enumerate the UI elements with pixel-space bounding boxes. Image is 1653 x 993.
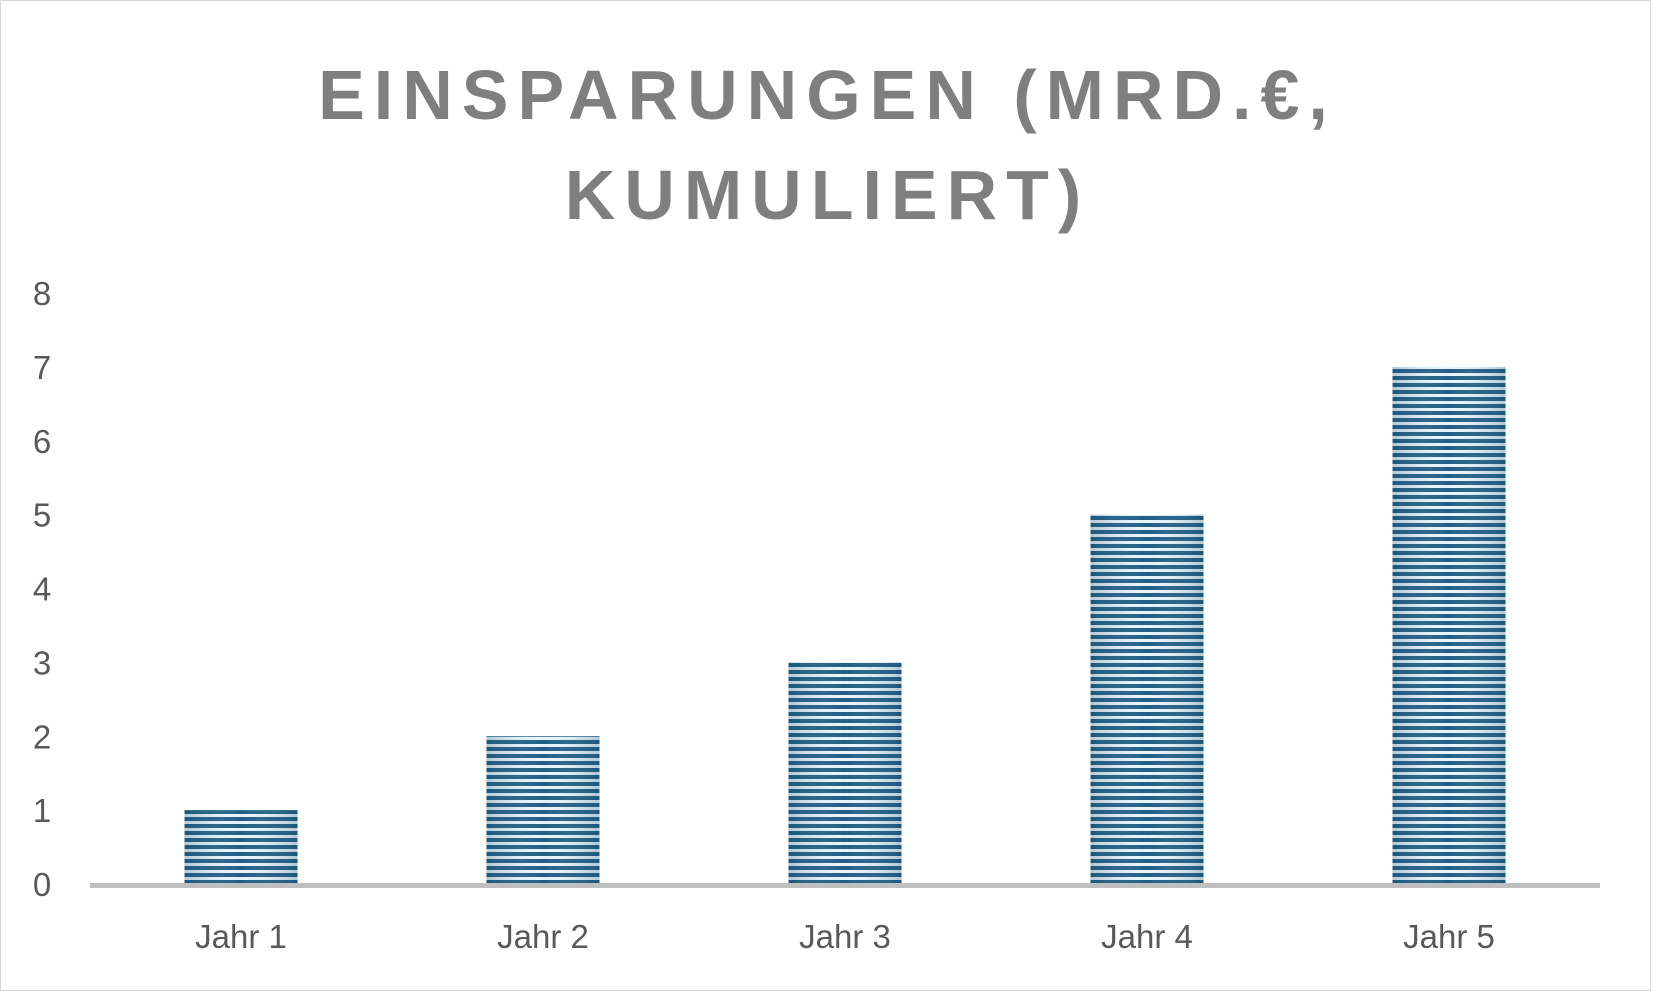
x-tick-label: Jahr 2 <box>497 918 589 955</box>
chart-title: Einsparungen (Mrd.€, kumuliert) <box>1 45 1653 245</box>
y-tick-label: 5 <box>33 497 51 534</box>
y-tick-label: 2 <box>33 718 51 755</box>
y-tick-label: 6 <box>33 423 51 460</box>
chart-title-line-1: Einsparungen (Mrd.€, <box>318 56 1337 134</box>
y-tick-label: 8 <box>33 275 51 312</box>
y-tick-label: 3 <box>33 644 51 681</box>
y-tick-label: 4 <box>33 571 51 608</box>
bar-shading <box>1090 514 1204 884</box>
x-axis-labels: Jahr 1 Jahr 2 Jahr 3 Jahr 4 Jahr 5 <box>195 918 1495 955</box>
bar-shading <box>184 810 298 884</box>
bar-shading <box>1392 366 1506 884</box>
chart-title-line-2: kumuliert) <box>564 156 1091 234</box>
bars-group <box>184 366 1506 884</box>
y-tick-label: 0 <box>33 866 51 903</box>
x-tick-label: Jahr 5 <box>1403 918 1495 955</box>
bar-shading <box>788 662 902 884</box>
y-tick-label: 7 <box>33 349 51 386</box>
bar-shading <box>486 736 600 884</box>
y-tick-label: 1 <box>33 792 51 829</box>
x-tick-label: Jahr 1 <box>195 918 287 955</box>
x-tick-label: Jahr 3 <box>799 918 891 955</box>
y-axis-ticks: 0 1 2 3 4 5 6 7 8 <box>33 275 51 903</box>
x-tick-label: Jahr 4 <box>1101 918 1193 955</box>
